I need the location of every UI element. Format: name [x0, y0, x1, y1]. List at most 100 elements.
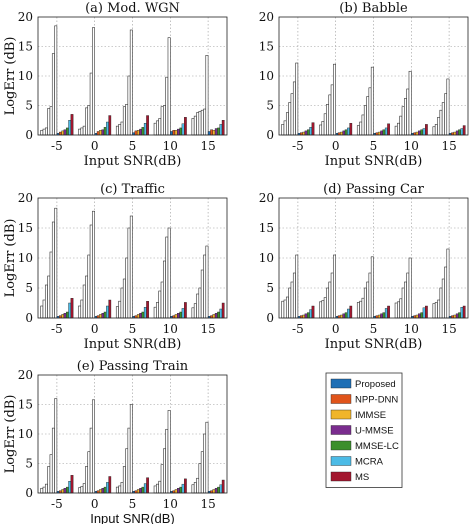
bar-outline	[295, 254, 299, 319]
y-tick-label: 10	[18, 69, 33, 83]
bar-outline	[370, 256, 374, 319]
bar-ms	[311, 122, 315, 136]
bar-outline	[54, 25, 58, 136]
bar-outline	[399, 115, 403, 136]
legend-swatch	[330, 440, 352, 451]
legend-label: MS	[355, 472, 369, 483]
bar-outline	[47, 108, 51, 136]
bar-immse	[212, 130, 216, 136]
bar-outline	[118, 485, 122, 494]
x-tick-label: 15	[441, 139, 456, 153]
y-tick-label: 5	[266, 281, 274, 295]
bar-outline	[288, 287, 292, 319]
bar-npp-dnn	[210, 129, 213, 136]
x-tick-label: -5	[51, 497, 63, 511]
plot-frame	[37, 197, 228, 319]
bar-mmse-lc	[65, 127, 69, 136]
bar-outline	[127, 427, 131, 494]
bar-outline	[156, 120, 159, 136]
bar-u-mmse	[177, 313, 180, 319]
bar-ms	[108, 115, 112, 136]
bar-u-mmse	[380, 130, 383, 136]
bar-outline	[290, 93, 294, 136]
x-tick-label: 15	[200, 497, 215, 511]
bar-ms	[184, 478, 187, 494]
y-tick-label: 15	[259, 221, 274, 235]
bar-outline	[368, 272, 372, 319]
bar-u-mmse	[177, 128, 180, 136]
y-tick-label: 15	[18, 398, 33, 412]
bar-outline	[115, 306, 119, 319]
bar-ms	[184, 117, 187, 136]
bar-outline	[51, 53, 55, 136]
bar-outline	[40, 129, 44, 136]
bar-outline	[366, 96, 370, 136]
bar-outline	[321, 121, 325, 136]
bar-outline	[444, 266, 448, 319]
bar-outline	[193, 482, 197, 494]
legend-label: NPP-DNN	[355, 395, 398, 406]
bar-outline	[78, 305, 82, 319]
bar-u-mmse	[418, 313, 421, 319]
bar-outline	[330, 272, 334, 319]
plot-frame	[278, 16, 469, 136]
bar-outline	[127, 227, 131, 319]
panel-2: 0 5 10 15 20 -5 0 5 10 15 (b) Babble Input SNR(dB)	[259, 1, 469, 169]
bar-u-mmse	[380, 313, 383, 319]
legend: Proposed NPP-DNN IMMSE U-MMSE MMSE-LC MCRA MS	[325, 372, 403, 488]
bar-outline	[122, 466, 126, 494]
bar-outline	[205, 55, 209, 136]
bar-immse	[61, 130, 65, 136]
bar-ms	[221, 120, 225, 136]
bar-outline	[408, 257, 412, 319]
bar-outline	[408, 70, 412, 136]
bar-mcra	[422, 128, 426, 136]
bar-ms	[387, 123, 390, 136]
bar-outline	[85, 107, 89, 136]
bar-outline	[125, 448, 129, 494]
bar-outline	[87, 254, 91, 319]
y-tick-label: 10	[18, 427, 33, 441]
legend-swatch	[330, 378, 352, 389]
bar-outline	[167, 410, 171, 494]
bar-outline	[198, 287, 202, 319]
x-tick-label: 10	[163, 139, 178, 153]
bar-outline	[406, 272, 410, 319]
bar-mcra	[384, 127, 388, 136]
bar-ms	[184, 302, 187, 319]
bar-npp-dnn	[172, 130, 176, 136]
bar-outline	[326, 287, 330, 319]
bar-outline	[165, 236, 169, 319]
x-tick-label: -5	[51, 139, 63, 153]
bar-outline	[439, 109, 443, 136]
bar-outline	[80, 127, 84, 136]
bar-outline	[290, 281, 294, 319]
bar-outline	[89, 427, 93, 494]
bar-outline	[292, 81, 296, 136]
bar-proposed	[170, 131, 173, 136]
bar-ms	[70, 298, 74, 319]
bar-mcra	[219, 484, 223, 494]
bar-immse	[61, 489, 65, 494]
bar-outline	[333, 63, 336, 136]
y-axis-label: LogErr (dB)	[3, 37, 18, 116]
bar-outline	[120, 121, 124, 136]
bar-immse	[415, 314, 419, 319]
bar-u-mmse	[304, 130, 308, 136]
x-tick-label: 15	[200, 322, 215, 336]
bar-outline	[295, 62, 299, 136]
bar-outline	[399, 298, 403, 319]
bar-u-mmse	[304, 313, 308, 319]
bar-immse	[453, 131, 457, 136]
panel-title: (a) Mod. WGN	[85, 1, 180, 16]
bar-mmse-lc	[217, 311, 220, 319]
bar-outline	[285, 112, 289, 136]
bar-outline	[404, 98, 407, 136]
bar-u-mmse	[139, 488, 142, 494]
x-tick-label: 5	[370, 322, 378, 336]
bar-outline	[333, 254, 336, 319]
plot-frame	[278, 197, 469, 319]
x-tick-label: 15	[441, 322, 456, 336]
y-tick-label: 10	[259, 251, 274, 265]
